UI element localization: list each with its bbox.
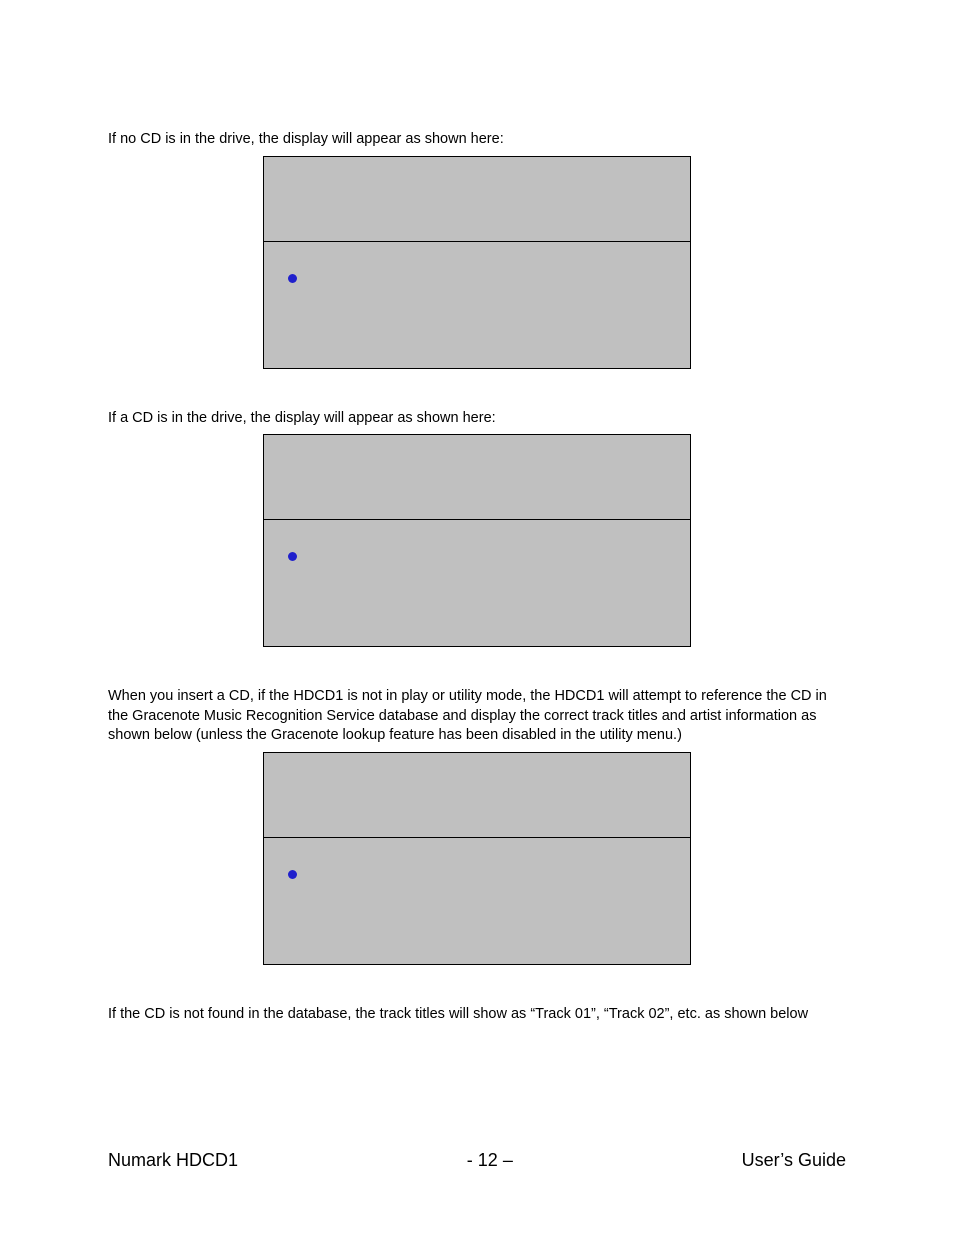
bullet-dot-icon bbox=[288, 552, 297, 561]
paragraph-no-cd: If no CD is in the drive, the display wi… bbox=[108, 130, 846, 150]
display-top-panel bbox=[264, 435, 690, 520]
display-diagram-2 bbox=[263, 434, 691, 647]
display-top-panel bbox=[264, 157, 690, 242]
bullet-dot-icon bbox=[288, 274, 297, 283]
paragraph-not-found: If the CD is not found in the database, … bbox=[108, 1005, 846, 1025]
display-bottom-panel bbox=[264, 242, 690, 368]
paragraph-cd-in-drive: If a CD is in the drive, the display wil… bbox=[108, 409, 846, 429]
display-diagram-1 bbox=[263, 156, 691, 369]
document-page: If no CD is in the drive, the display wi… bbox=[0, 0, 954, 1235]
bullet-dot-icon bbox=[288, 870, 297, 879]
paragraph-gracenote: When you insert a CD, if the HDCD1 is no… bbox=[108, 687, 846, 746]
display-diagram-3 bbox=[263, 752, 691, 965]
footer-right: User’s Guide bbox=[742, 1150, 846, 1171]
page-footer: Numark HDCD1 - 12 – User’s Guide bbox=[108, 1150, 846, 1171]
display-bottom-panel bbox=[264, 520, 690, 646]
display-bottom-panel bbox=[264, 838, 690, 964]
display-top-panel bbox=[264, 753, 690, 838]
footer-left: Numark HDCD1 bbox=[108, 1150, 238, 1171]
footer-page-number: - 12 – bbox=[467, 1150, 513, 1171]
